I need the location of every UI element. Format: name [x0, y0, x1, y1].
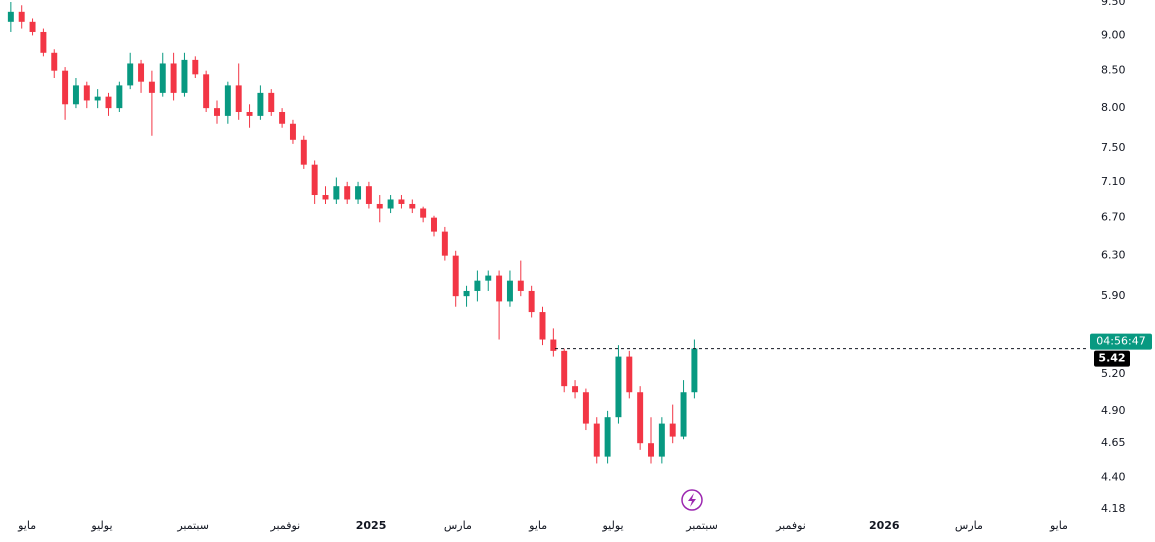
candle-body — [376, 203, 383, 209]
candle-body — [680, 392, 687, 437]
candle-body — [344, 186, 351, 200]
candle-body — [333, 186, 340, 200]
x-tick-label: مارس — [444, 519, 472, 532]
y-tick-label: 8.00 — [1101, 101, 1126, 114]
candle-body — [279, 111, 286, 124]
candle-body — [593, 423, 600, 457]
y-tick-label: 7.50 — [1101, 141, 1126, 154]
candle-body — [528, 290, 535, 313]
candle-body — [62, 70, 69, 105]
candle-body — [517, 280, 524, 291]
candle-body — [355, 186, 362, 200]
y-tick-label: 5.90 — [1101, 289, 1126, 302]
countdown-box — [1090, 333, 1152, 350]
candle-body — [268, 92, 275, 112]
candle-body — [463, 290, 470, 297]
candle-body — [452, 255, 459, 297]
candle-body — [192, 59, 199, 75]
candle-body — [159, 63, 166, 93]
candle-body — [51, 52, 58, 71]
candle-body — [496, 275, 503, 302]
candle-body — [105, 96, 112, 109]
y-tick-label: 4.18 — [1101, 502, 1126, 515]
candle-body — [485, 275, 492, 281]
x-tick-label: يوليو — [601, 519, 623, 532]
y-tick-label: 4.90 — [1101, 404, 1126, 417]
candle-body — [561, 350, 568, 387]
candle-body — [398, 199, 405, 204]
candle-body — [170, 63, 177, 93]
candle-body — [409, 203, 416, 209]
candle-body — [431, 217, 437, 232]
x-tick-label: مايو — [17, 519, 36, 532]
candle-body — [257, 92, 264, 116]
candle-body — [203, 74, 210, 109]
candle-body — [181, 59, 188, 93]
y-tick-label: 4.65 — [1101, 436, 1126, 449]
x-tick-label: نوفمبر — [269, 519, 300, 532]
candle-body — [214, 108, 220, 116]
x-tick-label: مايو — [528, 519, 547, 532]
candle-body — [246, 111, 253, 116]
candle-body — [83, 85, 90, 101]
candle-body — [29, 21, 36, 32]
candle-body — [506, 280, 513, 302]
y-tick-label: 9.00 — [1101, 28, 1126, 41]
candle-body — [637, 392, 644, 444]
candle-body — [474, 280, 481, 291]
candle-body — [604, 417, 611, 457]
candle-body — [648, 443, 654, 457]
candle-body — [572, 386, 579, 393]
x-tick-label: سبتمبر — [685, 519, 718, 532]
last-price-label: 5.42 — [1098, 352, 1125, 365]
candle-body — [235, 85, 242, 112]
x-tick-label: سبتمبر — [176, 519, 209, 532]
candle-body — [550, 339, 557, 351]
candle-body — [18, 11, 25, 22]
x-tick-label: 2025 — [356, 519, 387, 532]
last-price-box — [1094, 350, 1130, 367]
candle-body — [365, 186, 372, 204]
x-tick-label: نوفمبر — [775, 519, 806, 532]
candle-body — [658, 423, 665, 457]
y-tick-label: 5.20 — [1101, 367, 1126, 380]
candle-body — [7, 11, 14, 22]
candle-body — [311, 164, 318, 196]
candle-body — [322, 195, 329, 200]
candle-body — [224, 85, 231, 116]
x-tick-label: مايو — [1049, 519, 1068, 532]
candle-body — [138, 63, 145, 82]
candle-body — [387, 199, 394, 209]
candle-body — [420, 208, 427, 218]
candle-body — [615, 356, 622, 418]
y-tick-label: 4.40 — [1101, 470, 1126, 483]
candle-body — [72, 85, 79, 105]
candle-body — [40, 31, 47, 53]
candle-body — [582, 392, 589, 424]
candle-body — [300, 139, 307, 165]
candle-body — [148, 81, 155, 93]
y-tick-label: 8.50 — [1101, 64, 1126, 77]
candle-body — [669, 423, 676, 437]
y-tick-label: 7.10 — [1101, 175, 1126, 188]
candle-body — [116, 85, 123, 109]
candle-body — [94, 96, 101, 101]
y-tick-label: 6.30 — [1101, 249, 1126, 262]
candle-body — [626, 356, 633, 393]
countdown: 04:56:47 — [1096, 335, 1145, 348]
x-tick-label: 2026 — [869, 519, 900, 532]
x-tick-label: مارس — [955, 519, 983, 532]
candle-body — [441, 231, 448, 256]
candle-body — [691, 348, 698, 393]
y-tick-label: 9.50 — [1101, 0, 1126, 8]
candle-body — [539, 312, 546, 340]
candle-body — [127, 63, 134, 86]
candle-body — [289, 123, 296, 140]
event-icon[interactable] — [681, 489, 703, 511]
y-tick-label: 6.70 — [1101, 211, 1126, 224]
x-tick-label: يوليو — [90, 519, 112, 532]
